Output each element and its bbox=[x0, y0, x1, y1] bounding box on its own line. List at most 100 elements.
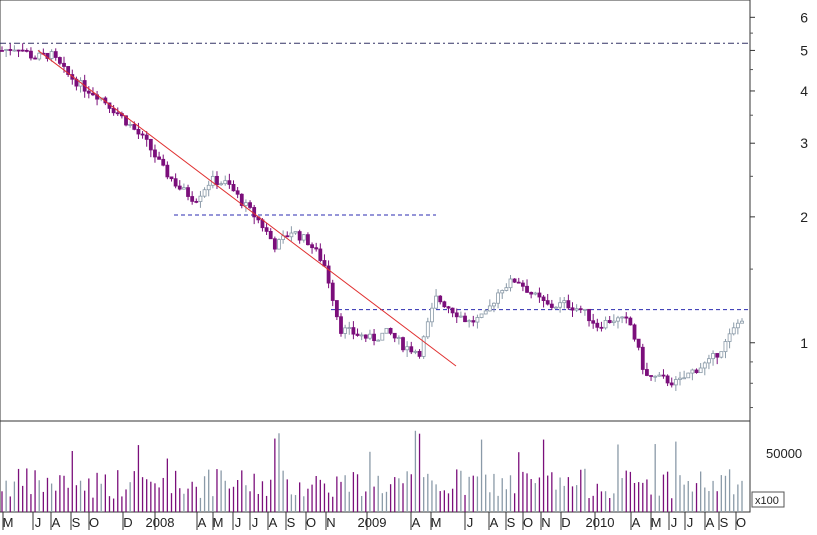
time-tick-label: M bbox=[651, 515, 662, 530]
candle-body bbox=[0, 50, 4, 52]
candle-body bbox=[661, 374, 666, 377]
candle-body bbox=[504, 287, 509, 291]
candle-body bbox=[223, 180, 228, 185]
candle-body bbox=[210, 175, 215, 186]
candle-body bbox=[669, 382, 674, 386]
candle-body bbox=[554, 306, 558, 309]
candle-body bbox=[463, 315, 467, 323]
candle-body bbox=[471, 320, 476, 323]
candle-body bbox=[24, 50, 29, 52]
time-tick-label: A bbox=[706, 515, 715, 530]
candle-body bbox=[368, 333, 372, 339]
time-tick-label: O bbox=[89, 515, 99, 530]
candle-body bbox=[29, 50, 33, 59]
candle-body bbox=[347, 327, 352, 329]
volume-unit-box bbox=[751, 491, 785, 508]
candle-body bbox=[570, 307, 575, 311]
candle-body bbox=[616, 317, 620, 322]
candle-body bbox=[686, 372, 691, 379]
candle-body bbox=[678, 377, 682, 380]
candle-body bbox=[719, 351, 724, 358]
candle-body bbox=[541, 296, 546, 301]
candle-body bbox=[153, 149, 157, 158]
candle-body bbox=[500, 290, 505, 294]
candle-body bbox=[173, 178, 178, 187]
candle-body bbox=[322, 260, 327, 267]
candle-body bbox=[198, 195, 203, 202]
candle-body bbox=[86, 90, 91, 94]
candle-body bbox=[620, 316, 625, 319]
price-tick-label: 4 bbox=[800, 83, 808, 99]
time-tick-label: O bbox=[523, 515, 533, 530]
candle-body bbox=[413, 350, 418, 353]
candle-body bbox=[190, 196, 195, 202]
candle-body bbox=[301, 234, 306, 241]
time-tick-label: N bbox=[541, 515, 550, 530]
candle-body bbox=[483, 310, 488, 315]
candle-body bbox=[62, 62, 66, 67]
candle-body bbox=[293, 231, 298, 234]
candle-body bbox=[8, 49, 13, 51]
candle-body bbox=[454, 312, 459, 318]
candle-body bbox=[169, 176, 174, 180]
candle-body bbox=[525, 285, 529, 293]
candle-body bbox=[376, 339, 381, 342]
candle-body bbox=[12, 49, 17, 52]
candle-body bbox=[595, 322, 600, 328]
candle-body bbox=[487, 305, 492, 312]
candle-body bbox=[446, 306, 451, 309]
candle-body bbox=[268, 230, 273, 240]
candle-body bbox=[111, 108, 116, 114]
candle-body bbox=[715, 353, 720, 358]
time-tick-label: S bbox=[287, 515, 296, 530]
candle-body bbox=[479, 313, 484, 318]
candle-body bbox=[161, 158, 166, 166]
candle-body bbox=[740, 320, 744, 324]
candle-body bbox=[475, 317, 480, 323]
time-tick-label: S bbox=[72, 515, 81, 530]
candle-body bbox=[711, 353, 715, 360]
candle-body bbox=[248, 202, 252, 208]
candle-body bbox=[239, 193, 244, 206]
candle-body bbox=[124, 115, 128, 126]
candle-body bbox=[334, 300, 339, 318]
candle-body bbox=[640, 346, 645, 370]
candle-body bbox=[165, 164, 170, 178]
candle-body bbox=[698, 367, 703, 374]
candle-body bbox=[690, 369, 695, 374]
candle-body bbox=[396, 337, 401, 339]
candle-body bbox=[562, 300, 567, 304]
candle-body bbox=[206, 184, 211, 191]
candle-body bbox=[624, 316, 629, 319]
candle-body bbox=[297, 231, 302, 241]
candle-body bbox=[591, 320, 596, 324]
time-tick-label: J bbox=[35, 515, 42, 530]
candle-body bbox=[673, 379, 678, 386]
candle-body bbox=[33, 57, 37, 60]
candle-body bbox=[508, 278, 513, 289]
candle-body bbox=[405, 346, 410, 351]
candle-body bbox=[492, 302, 496, 307]
candle-body bbox=[140, 133, 145, 136]
candle-body bbox=[372, 333, 376, 342]
candle-body bbox=[330, 282, 335, 301]
candle-body bbox=[181, 187, 186, 190]
candle-body bbox=[533, 292, 538, 295]
volume-unit-label: x100 bbox=[755, 495, 779, 507]
candle-body bbox=[425, 321, 430, 338]
candle-body bbox=[363, 334, 368, 339]
price-axis: 6 5 4 3 2 1 bbox=[750, 9, 808, 409]
candle-body bbox=[148, 138, 153, 151]
candle-body bbox=[409, 346, 414, 353]
time-axis: M J A S O D 2008 A M J J A S O N 2009 A M J A S O N D 2010 A M J J A S… bbox=[2, 512, 746, 530]
candle-body bbox=[16, 49, 21, 52]
candle-body bbox=[657, 374, 662, 377]
candle-body bbox=[277, 239, 281, 250]
volume-axis: 50000 x100 bbox=[751, 446, 802, 508]
candle-body bbox=[314, 247, 319, 250]
candle-body bbox=[645, 369, 649, 376]
candle-body bbox=[380, 332, 385, 341]
candle-body bbox=[496, 292, 500, 304]
